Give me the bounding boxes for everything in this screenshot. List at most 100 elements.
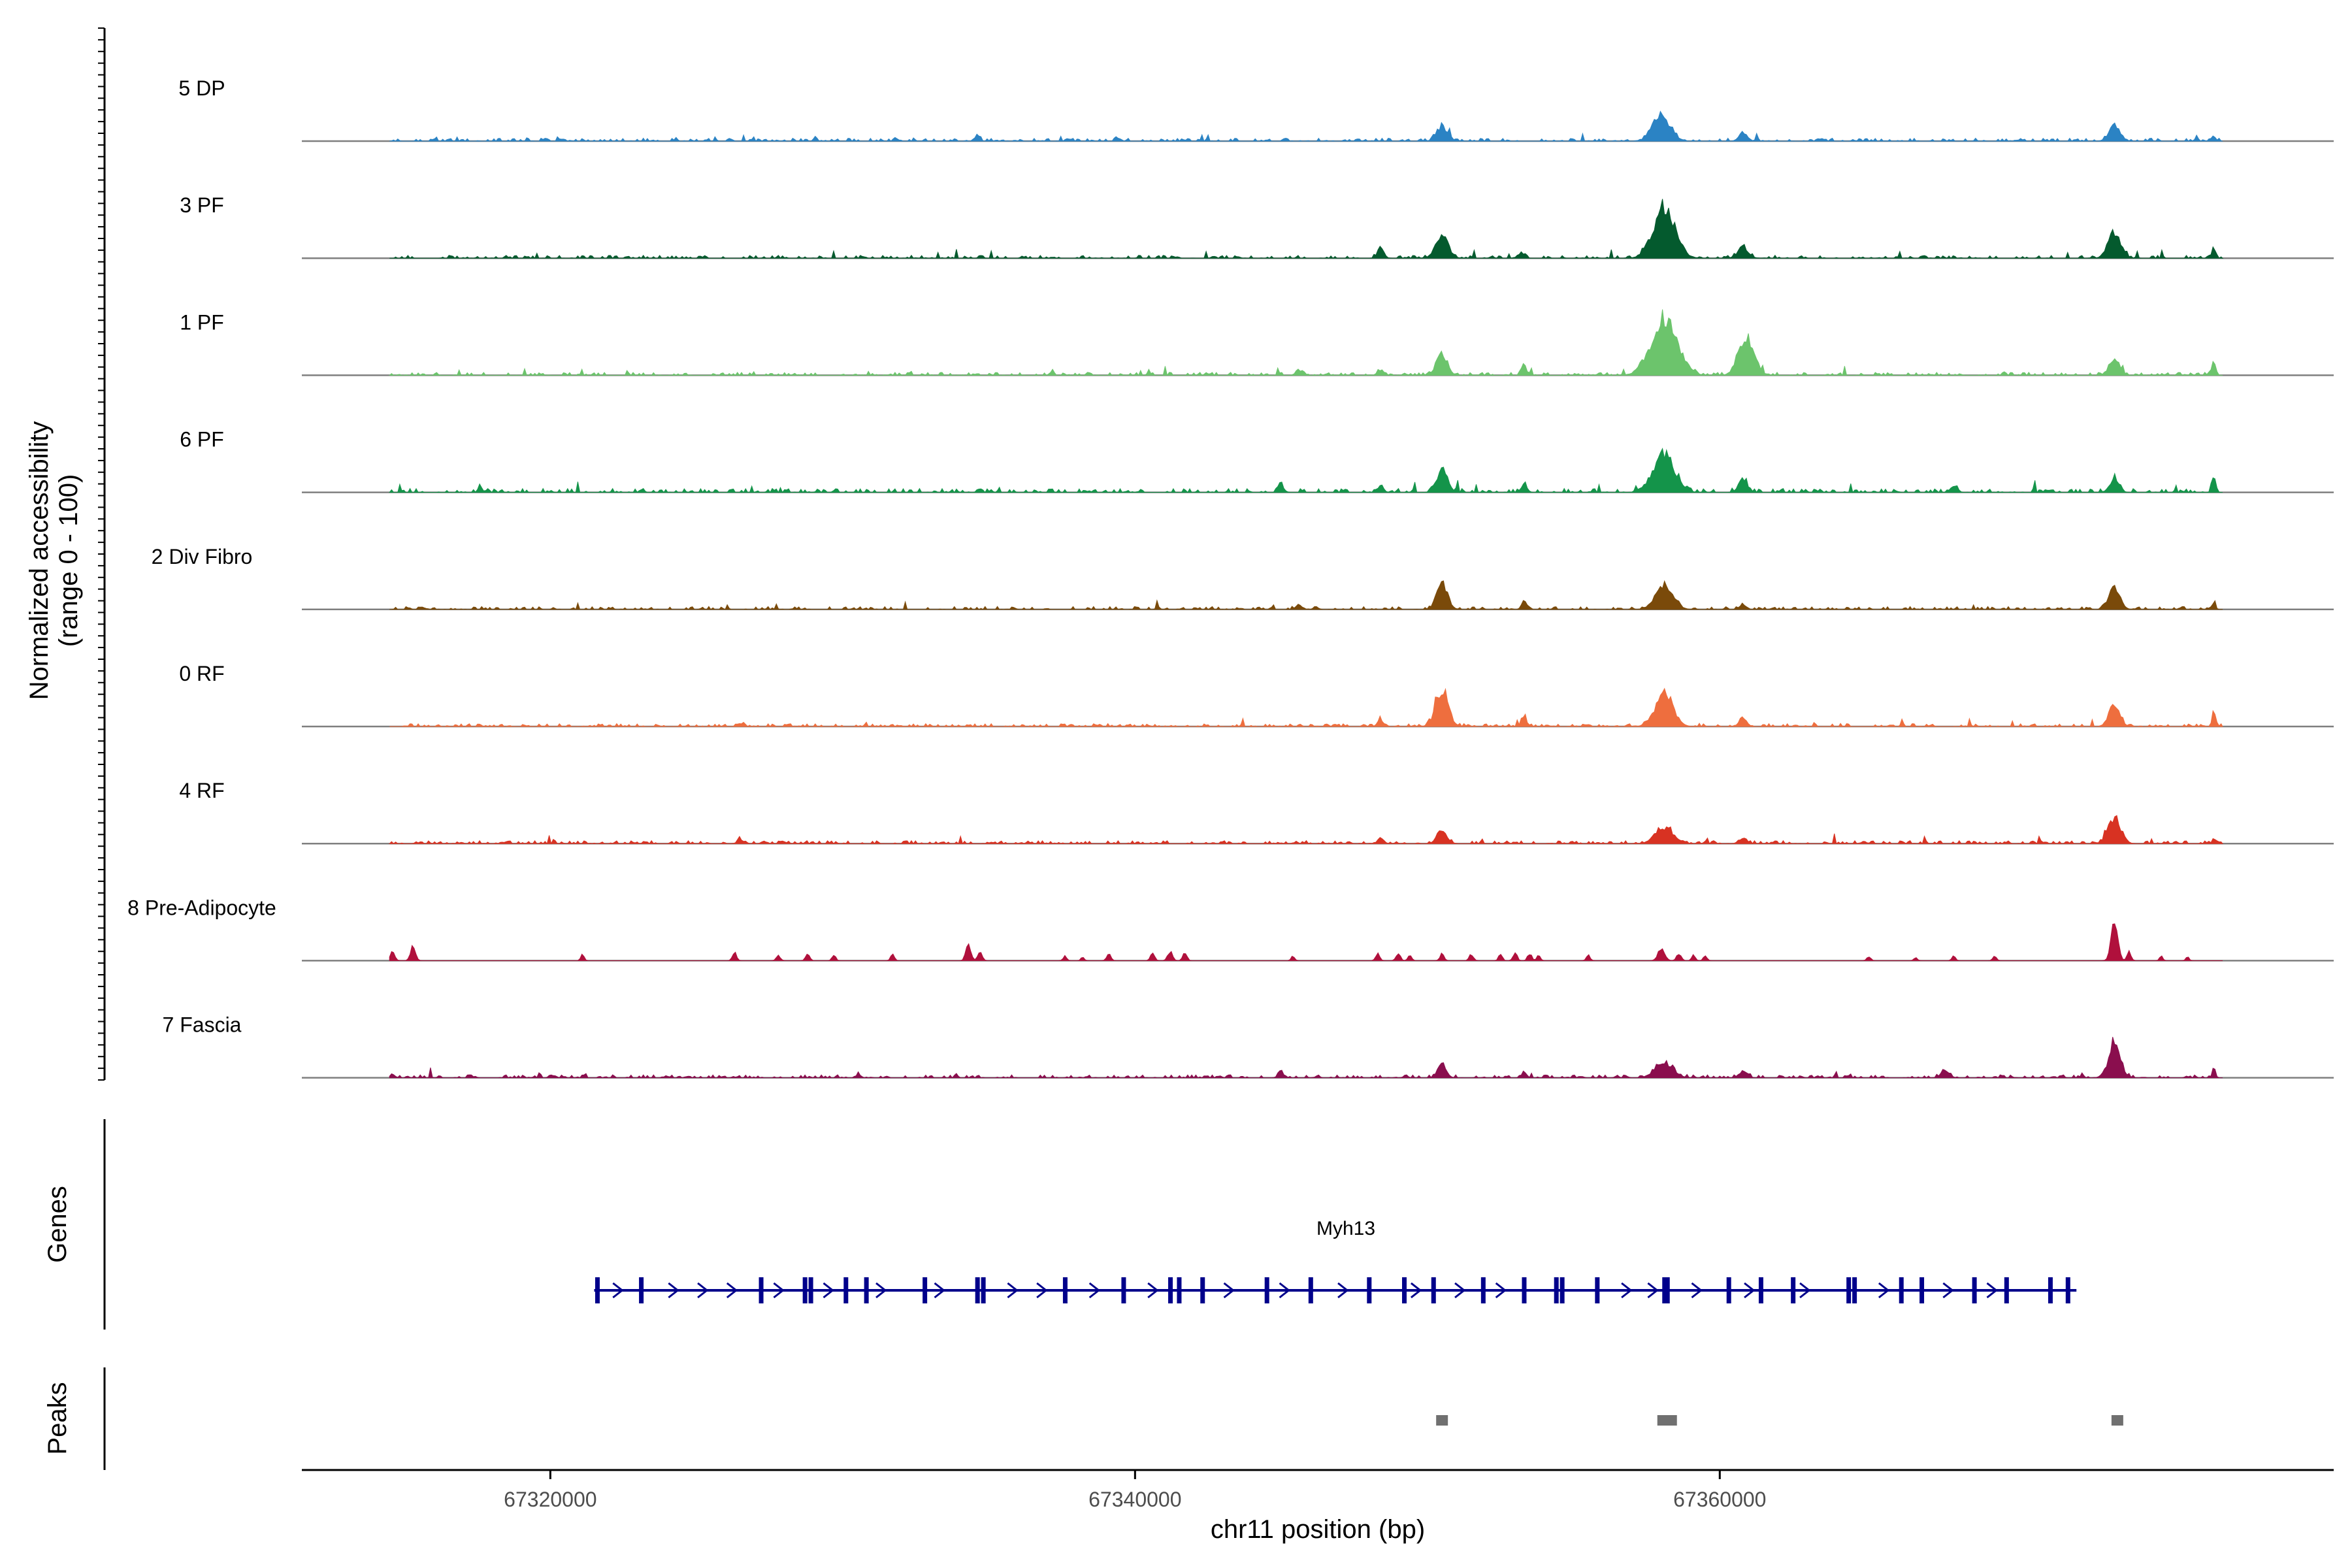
gene-exon	[1062, 1277, 1068, 1303]
peak-mark	[1657, 1415, 1677, 1426]
accessibility-tracks: 5 DP 3 PF 1 PF 6 PF 2 Div Fibro 0 RF 4 RF 8 Pre…	[127, 76, 2334, 1079]
gene-exon	[1726, 1277, 1731, 1303]
peak-marks	[1436, 1415, 2123, 1426]
track-label: 3 PF	[180, 193, 224, 217]
gene-exon	[1919, 1277, 1925, 1303]
track-label: 1 PF	[180, 310, 224, 334]
peaks-label: Peaks	[43, 1382, 72, 1454]
gene-exon	[1852, 1277, 1857, 1303]
track-8-pre-adipocyte: 8 Pre-Adipocyte	[127, 896, 2334, 962]
x-axis-label: chr11 position (bp)	[1211, 1515, 1425, 1544]
track-label: 0 RF	[179, 662, 224, 685]
gene-exon	[1554, 1277, 1559, 1303]
gene-strand-arrow	[1621, 1282, 1633, 1299]
gene-exon	[864, 1277, 869, 1303]
track-2-div-fibro: 2 Div Fibro	[152, 545, 2334, 611]
gene-strand-arrow	[1799, 1282, 1811, 1299]
track-1-pf: 1 PF	[180, 309, 2334, 376]
track-3-pf: 3 PF	[180, 193, 2334, 259]
left-axis	[98, 27, 106, 1081]
gene-exon	[595, 1277, 600, 1303]
y-axis-label-line2: (range 0 - 100)	[54, 474, 83, 647]
peak-mark	[2111, 1415, 2123, 1426]
track-signal-area	[388, 815, 2224, 845]
track-signal-area	[389, 923, 2223, 961]
gene-exon	[1431, 1277, 1436, 1303]
gene-exon	[981, 1277, 986, 1303]
gene-exon	[2048, 1277, 2053, 1303]
track-7-fascia: 7 Fascia	[163, 1013, 2334, 1079]
gene-strand-arrow	[1337, 1282, 1349, 1299]
gene-exon	[1662, 1277, 1667, 1303]
track-signal-area	[389, 580, 2223, 610]
gene-exon	[1264, 1277, 1269, 1303]
gene-strand-arrow	[1454, 1282, 1466, 1299]
gene-strand-arrow	[668, 1282, 679, 1299]
gene-exon	[1168, 1277, 1173, 1303]
gene-exon	[1972, 1277, 1977, 1303]
gene-strand-arrow	[773, 1282, 785, 1299]
gene-strand-arrow	[1744, 1282, 1756, 1299]
track-signal-area	[389, 199, 2224, 259]
gene-exon	[639, 1277, 644, 1303]
gene-exon	[843, 1277, 849, 1303]
track-label: 6 PF	[180, 428, 224, 451]
gene-strand-arrow	[1036, 1282, 1048, 1299]
gene-strand-arrow	[697, 1282, 709, 1299]
gene-exon	[1308, 1277, 1313, 1303]
gene-exon	[1480, 1277, 1486, 1303]
gene-strand-arrow	[1878, 1282, 1890, 1299]
gene-exon	[1791, 1277, 1796, 1303]
gene-model-myh13	[594, 1277, 2077, 1303]
gene-exon	[1367, 1277, 1372, 1303]
gene-exon	[1665, 1277, 1670, 1303]
track-signal-area	[389, 110, 2223, 142]
x-tick-label: 67360000	[1673, 1488, 1766, 1511]
track-label: 5 DP	[178, 76, 225, 100]
track-0-rf: 0 RF	[179, 662, 2334, 728]
gene-strand-arrow	[1942, 1282, 1954, 1299]
genes-label: Genes	[43, 1186, 72, 1263]
gene-strand-arrow	[1691, 1282, 1703, 1299]
track-label: 2 Div Fibro	[152, 545, 253, 568]
gene-strand-arrow	[1647, 1282, 1659, 1299]
x-tick-label: 67320000	[504, 1488, 596, 1511]
gene-strand-arrow	[1279, 1282, 1290, 1299]
gene-exon	[1595, 1277, 1600, 1303]
gene-strand-arrow	[1147, 1282, 1159, 1299]
gene-exon	[1899, 1277, 1904, 1303]
gene-exon	[1177, 1277, 1182, 1303]
track-label: 7 Fascia	[163, 1013, 242, 1037]
gene-exon	[1560, 1277, 1565, 1303]
track-6-pf: 6 PF	[180, 428, 2334, 494]
track-signal-area	[389, 1037, 2223, 1079]
gene-exon	[1402, 1277, 1407, 1303]
track-signal-area	[389, 687, 2223, 727]
gene-exon	[759, 1277, 764, 1303]
gene-strand-arrow	[875, 1282, 887, 1299]
gene-exon	[808, 1277, 813, 1303]
x-tick-label: 67340000	[1088, 1488, 1181, 1511]
gene-exon	[1200, 1277, 1205, 1303]
gene-exon	[1846, 1277, 1852, 1303]
gene-exon	[1121, 1277, 1126, 1303]
track-signal-area	[388, 309, 2223, 376]
gene-strand-arrow	[823, 1282, 834, 1299]
gene-exon	[975, 1277, 980, 1303]
gene-strand-arrow	[1495, 1282, 1507, 1299]
gene-strand-arrow	[1410, 1282, 1422, 1299]
gene-exon	[1522, 1277, 1527, 1303]
gene-strand-arrow	[1223, 1282, 1235, 1299]
track-4-rf: 4 RF	[179, 779, 2334, 845]
peak-mark	[1436, 1415, 1448, 1426]
gene-name-label: Myh13	[1316, 1218, 1375, 1239]
x-axis-ticks: 67320000 67340000 67360000	[504, 1470, 1766, 1511]
gene-strand-arrow	[1007, 1282, 1019, 1299]
track-signal-area	[389, 448, 2223, 494]
track-label: 4 RF	[179, 779, 224, 802]
gene-strand-arrow	[1986, 1282, 1998, 1299]
track-label: 8 Pre-Adipocyte	[127, 896, 276, 919]
gene-exon	[802, 1277, 808, 1303]
gene-exon	[923, 1277, 928, 1303]
